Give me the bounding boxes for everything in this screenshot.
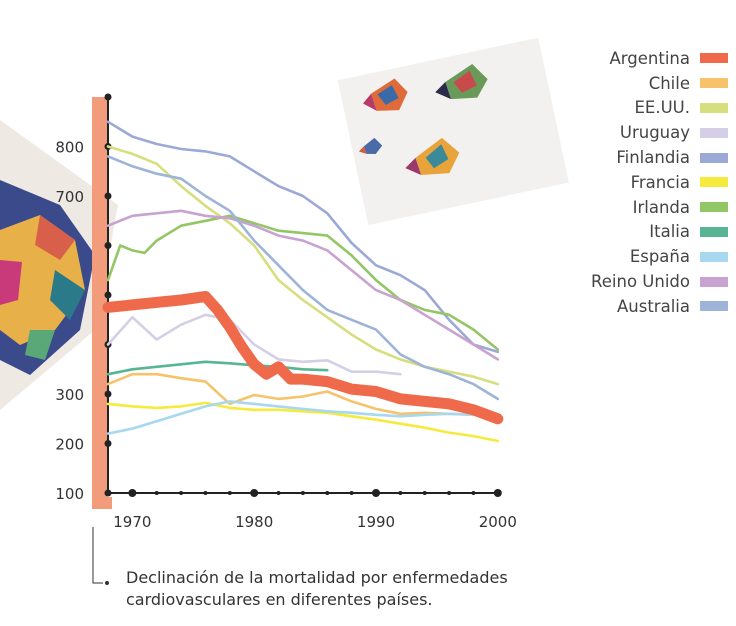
- legend-label: Finlandia: [616, 148, 690, 168]
- x-axis-dot: [250, 489, 259, 497]
- x-axis-dot: [422, 491, 427, 495]
- legend-swatch: [700, 102, 728, 113]
- series-line-australia: [106, 155, 500, 401]
- series-line-chile: [106, 372, 475, 417]
- legend-label: EE.UU.: [634, 98, 691, 118]
- x-axis-dot: [203, 491, 208, 495]
- series-line-argentina: [102, 291, 504, 425]
- legend-item: Chile: [548, 71, 728, 96]
- legend-label: España: [629, 247, 690, 267]
- legend-item: Francia: [548, 170, 728, 195]
- x-axis-dot: [227, 491, 232, 495]
- x-axis-dot: [154, 491, 159, 495]
- legend-label: Reino Unido: [591, 272, 690, 292]
- x-tick-label: 1990: [357, 513, 395, 531]
- legend-swatch: [700, 53, 728, 64]
- legend-label: Francia: [630, 172, 690, 192]
- series-line-irlanda: [106, 214, 500, 351]
- x-axis-dot: [349, 491, 354, 495]
- legend-swatch: [700, 202, 728, 213]
- y-tick-label: 800: [55, 139, 84, 157]
- legend-item: Argentina: [548, 46, 728, 71]
- legend-swatch: [700, 301, 728, 312]
- legend-item: Irlanda: [548, 195, 728, 220]
- x-axis-dot: [447, 491, 452, 495]
- legend-swatch: [700, 152, 728, 163]
- legend-swatch: [700, 127, 728, 138]
- legend-item: Finlandia: [548, 145, 728, 170]
- legend-label: Argentina: [609, 48, 691, 68]
- fish-illustration-left: [0, 120, 118, 410]
- legend-label: Australia: [617, 296, 690, 316]
- x-axis-dot: [493, 489, 502, 497]
- legend-item: España: [548, 244, 728, 269]
- y-tick-label: 100: [55, 485, 84, 503]
- legend-swatch: [700, 177, 728, 188]
- y-tick-label: 700: [55, 188, 84, 206]
- y-axis-dot: [104, 192, 112, 200]
- x-axis-dot: [325, 491, 330, 495]
- legend-swatch: [700, 78, 728, 89]
- legend-item: Uruguay: [548, 120, 728, 145]
- y-axis-dot: [104, 93, 112, 101]
- axes: [104, 93, 502, 497]
- y-axis-dot: [104, 242, 112, 249]
- y-axis-dot: [104, 489, 112, 497]
- x-tick-label: 1970: [113, 513, 151, 531]
- x-axis-band: [92, 497, 112, 509]
- series-group: [102, 120, 504, 443]
- y-axis-dot: [104, 440, 112, 447]
- series-line-reino-unido: [106, 209, 500, 361]
- series-line-espa-a: [106, 400, 475, 435]
- legend-swatch: [700, 251, 728, 262]
- legend-label: Chile: [648, 73, 690, 93]
- y-tick-label: 300: [55, 386, 84, 404]
- legend-swatch: [700, 276, 728, 287]
- legend-item: EE.UU.: [548, 96, 728, 121]
- chart-caption: Declinación de la mortalidad por enferme…: [126, 568, 508, 609]
- y-tick-label: 200: [55, 436, 84, 454]
- series-line-italia: [106, 360, 329, 376]
- series-line-francia: [106, 401, 500, 443]
- x-tick-label: 2000: [479, 513, 517, 531]
- tick-labels: 1970 1980 1990 2000 100 200 300 700 800: [55, 139, 517, 532]
- legend-swatch: [700, 226, 728, 237]
- legend-item: Australia: [548, 294, 728, 319]
- x-axis-dot: [128, 489, 137, 497]
- x-axis-dot: [372, 489, 380, 497]
- fish-illustration-right: [337, 37, 569, 226]
- x-axis-dot: [276, 491, 281, 495]
- x-axis-dot: [471, 491, 476, 495]
- x-axis-dot: [179, 491, 184, 495]
- legend-label: Italia: [649, 222, 690, 242]
- caption-connector: [92, 527, 109, 585]
- chart-legend: Argentina Chile EE.UU. Uruguay Finlandia Fran…: [548, 46, 728, 319]
- legend-label: Uruguay: [619, 123, 690, 143]
- x-tick-label: 1980: [235, 513, 273, 531]
- y-axis-band: [92, 97, 107, 509]
- x-axis-dot: [300, 491, 305, 495]
- y-axis-dot: [104, 390, 112, 398]
- legend-label: Irlanda: [632, 197, 690, 217]
- x-axis-dot: [398, 491, 403, 495]
- series-line-uruguay: [106, 313, 402, 376]
- y-axis-dot: [104, 291, 112, 299]
- legend-item: Reino Unido: [548, 269, 728, 294]
- series-line-finlandia: [106, 120, 500, 354]
- legend-item: Italia: [548, 220, 728, 245]
